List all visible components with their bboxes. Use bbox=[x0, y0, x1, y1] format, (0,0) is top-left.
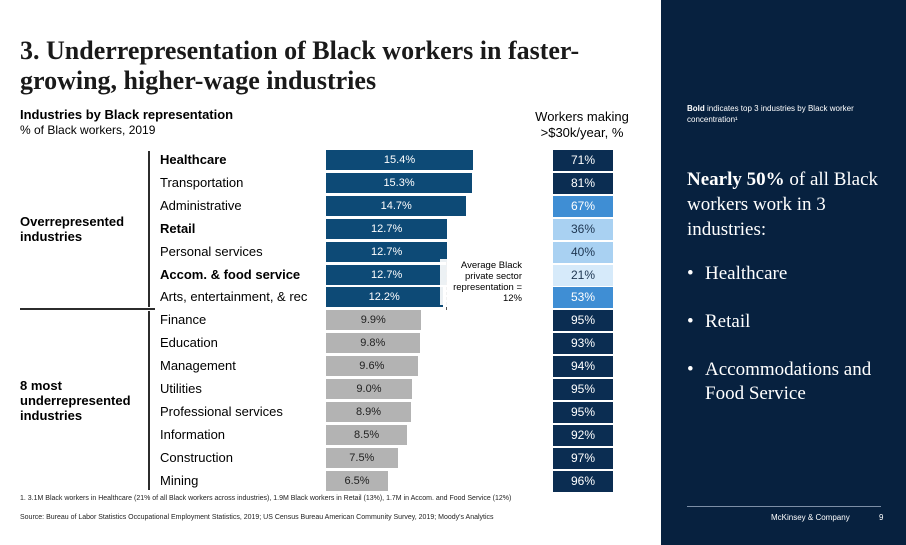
bar-underrepresented bbox=[326, 470, 389, 491]
bar-value-label: 15.3% bbox=[383, 176, 415, 189]
bar-overrepresented bbox=[326, 150, 474, 170]
bar-value-label: 12.7% bbox=[371, 268, 403, 281]
workers-30k-cell: 21% bbox=[553, 264, 613, 286]
bullet-text: Retail bbox=[705, 311, 751, 332]
industry-label: Administrative bbox=[160, 197, 242, 213]
bar-underrepresented bbox=[326, 447, 398, 468]
bar-value-label: 12.7% bbox=[371, 222, 403, 235]
workers-30k-cell: 95% bbox=[553, 310, 613, 332]
workers-30k-cell: 71% bbox=[553, 150, 613, 171]
bar-value-label: 9.0% bbox=[356, 383, 382, 395]
workers-30k-cell: 95% bbox=[553, 401, 613, 423]
industry-label: Information bbox=[160, 426, 226, 442]
brand-name: McKinsey & Company bbox=[771, 513, 850, 522]
industry-label: Mining bbox=[160, 472, 199, 488]
workers-30k-cell: 96% bbox=[553, 470, 613, 492]
bar-underrepresented bbox=[326, 333, 420, 354]
bar-value-label: 7.5% bbox=[349, 451, 375, 464]
summary-panel: Bold indicates top 3 industries by Black… bbox=[661, 0, 906, 545]
bar-overrepresented bbox=[326, 218, 448, 239]
bar-value-label: 6.5% bbox=[344, 474, 370, 487]
group-bracket bbox=[148, 311, 150, 491]
industry-label: Personal services bbox=[160, 243, 263, 259]
chart-subtitle: % of Black workers, 2019 bbox=[20, 123, 156, 137]
chart-title: Industries by Black representation bbox=[20, 107, 234, 122]
industry-label: Finance bbox=[160, 312, 207, 328]
panel-headline-text: of all Black workers work in 3 industrie… bbox=[687, 169, 879, 240]
bar-underrepresented bbox=[326, 379, 412, 399]
panel-note: Bold indicates top 3 industries by Black… bbox=[687, 103, 897, 125]
industry-label: Education bbox=[160, 335, 218, 351]
group-separator bbox=[20, 308, 155, 311]
bar-value-label: 9.9% bbox=[360, 314, 386, 327]
industry-label: Utilities bbox=[160, 381, 202, 396]
bullet-text: Healthcare bbox=[705, 263, 788, 284]
panel-note-text: indicates top 3 industries by Black work… bbox=[687, 104, 854, 124]
bullet-dot: • bbox=[687, 263, 694, 284]
workers-30k-cell: 36% bbox=[553, 218, 613, 240]
group-bracket bbox=[148, 151, 150, 308]
bullet-dot: • bbox=[687, 311, 694, 332]
bar-value-label: 9.6% bbox=[359, 360, 385, 373]
workers-30k-cell: 95% bbox=[553, 379, 613, 400]
bar-underrepresented bbox=[326, 356, 418, 377]
panel-note-bold: Bold bbox=[687, 104, 705, 113]
slide-title: 3. Underrepresentation of Black workers … bbox=[20, 36, 580, 95]
industry-label: Professional services bbox=[160, 403, 283, 419]
workers-column-header: Workers making >$30k/year, % bbox=[535, 109, 629, 140]
bar-value-label: 14.7% bbox=[380, 199, 412, 212]
bar-underrepresented bbox=[326, 401, 411, 422]
workers-30k-cell: 97% bbox=[553, 447, 613, 469]
industry-label: Arts, entertainment, & rec bbox=[160, 289, 308, 305]
workers-30k-cell: 40% bbox=[553, 241, 613, 263]
bar-value-label: 15.4% bbox=[383, 154, 416, 166]
panel-headline-bold: Nearly 50% bbox=[687, 169, 785, 190]
industry-label: Management bbox=[160, 358, 236, 374]
panel-divider bbox=[687, 506, 881, 507]
group-label: 8 most underrepresented industries bbox=[20, 378, 131, 424]
industry-label: Accom. & food service bbox=[160, 266, 301, 282]
workers-30k-cell: 94% bbox=[553, 356, 613, 378]
industry-label: Retail bbox=[160, 220, 196, 236]
workers-30k-cell: 81% bbox=[553, 172, 613, 194]
panel-headline: Nearly 50% of all Black workers work in … bbox=[687, 167, 899, 242]
bar-value-label: 9.8% bbox=[360, 337, 386, 350]
source-note: Source: Bureau of Labor Statistics Occup… bbox=[20, 514, 494, 521]
average-reference-label: Average Black private sector representat… bbox=[440, 259, 524, 305]
page-number: 9 bbox=[879, 513, 884, 522]
bullet-dot: • bbox=[687, 359, 694, 380]
bar-value-label: 12.7% bbox=[371, 245, 403, 258]
bar-overrepresented bbox=[326, 195, 467, 216]
workers-30k-cell: 53% bbox=[553, 287, 613, 309]
bullet-text: Accommodations and Food Service bbox=[705, 359, 872, 404]
bar-overrepresented bbox=[326, 287, 443, 308]
bar-underrepresented bbox=[326, 424, 408, 445]
bar-value-label: 12.2% bbox=[368, 291, 400, 304]
industry-label: Construction bbox=[160, 449, 233, 465]
group-label: Overrepresented industries bbox=[20, 214, 125, 245]
workers-30k-cell: 93% bbox=[553, 333, 613, 355]
bar-value-label: 8.5% bbox=[354, 428, 380, 441]
bar-overrepresented bbox=[326, 172, 473, 193]
workers-30k-cell: 92% bbox=[553, 424, 613, 446]
bar-overrepresented bbox=[326, 241, 448, 262]
industry-label: Healthcare bbox=[160, 152, 227, 167]
bar-overrepresented bbox=[326, 264, 448, 285]
workers-30k-cell: 67% bbox=[553, 195, 613, 217]
bar-underrepresented bbox=[326, 310, 421, 331]
footnote: 1. 3.1M Black workers in Healthcare (21%… bbox=[20, 495, 512, 502]
bar-value-label: 8.9% bbox=[355, 405, 382, 418]
industry-label: Transportation bbox=[160, 174, 244, 190]
